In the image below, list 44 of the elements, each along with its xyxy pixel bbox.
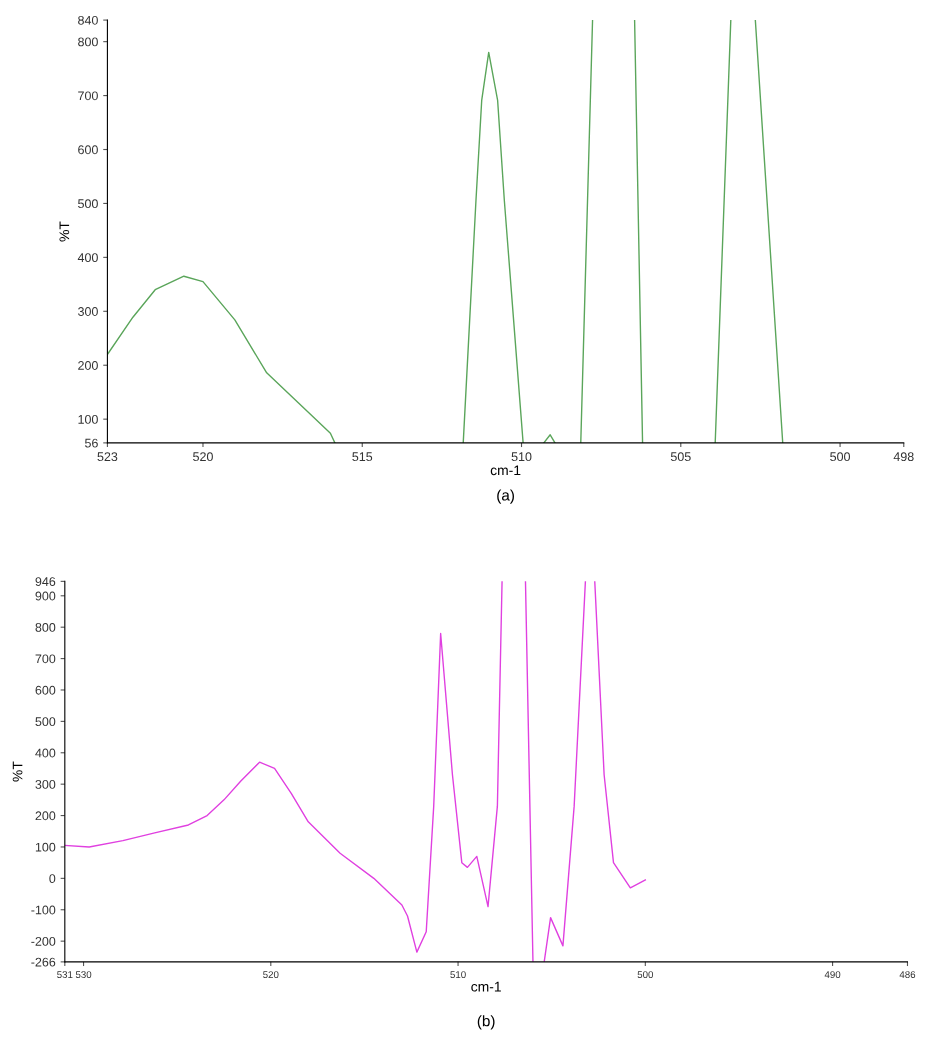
y-axis-title: %T xyxy=(59,221,70,242)
x-tick-label: 520 xyxy=(193,452,213,462)
y-tick-label: -100 xyxy=(31,905,56,915)
x-tick-label: 510 xyxy=(511,452,532,462)
y-tick-label: 700 xyxy=(78,91,98,101)
y-tick-label: 700 xyxy=(35,654,56,664)
x-axis-title: cm-1 xyxy=(490,465,521,476)
x-tick-label: 523 xyxy=(97,452,118,462)
x-tick-label: 486 xyxy=(899,971,916,979)
x-tick-label: 505 xyxy=(670,452,691,462)
x-axis-title: cm-1 xyxy=(471,981,501,992)
y-tick-label: 300 xyxy=(78,307,98,316)
x-tick-label: 530 xyxy=(75,971,92,979)
y-tick-label: -200 xyxy=(31,936,56,946)
x-tick-label: 500 xyxy=(830,452,851,462)
y-tick-label: -266 xyxy=(31,957,56,967)
x-tick-label: 500 xyxy=(637,971,654,979)
y-tick-label: 900 xyxy=(35,591,56,601)
y-tick-label: 400 xyxy=(77,253,98,263)
y-tick-label: 600 xyxy=(78,145,98,155)
y-tick-label: 800 xyxy=(78,37,98,47)
y-tick-label: 500 xyxy=(78,199,98,209)
x-tick-label: 498 xyxy=(893,452,914,462)
y-tick-label: 400 xyxy=(35,748,56,758)
x-tick-label: 520 xyxy=(263,971,279,979)
y-tick-label: 500 xyxy=(35,717,56,727)
text: (a) xyxy=(497,489,514,504)
y-tick-label: 0 xyxy=(49,874,56,884)
text: (b) xyxy=(477,1015,495,1030)
x-tick-label: 490 xyxy=(824,971,841,979)
y-tick-label: 946 xyxy=(35,577,56,586)
x-tick-label: 531 xyxy=(57,971,73,979)
y-tick-label: 840 xyxy=(78,15,98,25)
y-tick-label: 600 xyxy=(35,685,56,695)
y-tick-label: 300 xyxy=(35,779,56,789)
y-tick-label: 100 xyxy=(78,414,98,424)
x-tick-label: 515 xyxy=(352,452,373,462)
y-axis-title: %T xyxy=(12,761,23,782)
y-tick-label: 100 xyxy=(35,842,56,852)
y-tick-label: 800 xyxy=(35,622,56,632)
y-tick-label: 56 xyxy=(84,438,98,448)
x-tick-label: 510 xyxy=(450,971,466,979)
y-tick-label: 200 xyxy=(35,811,56,821)
y-tick-label: 200 xyxy=(78,361,98,370)
